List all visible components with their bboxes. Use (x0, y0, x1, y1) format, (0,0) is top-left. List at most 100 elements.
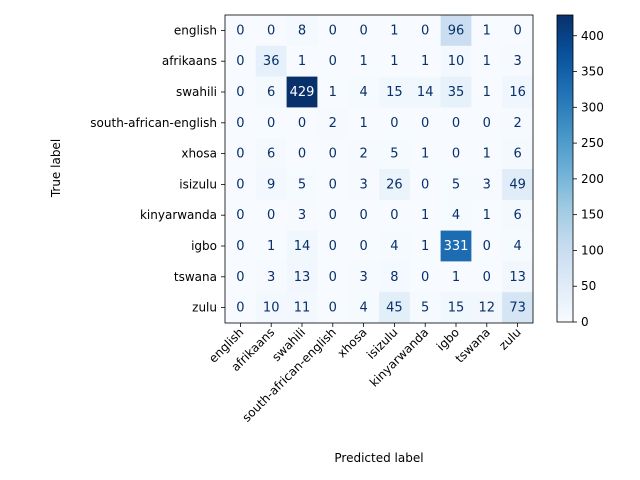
cell-value-label: 0 (359, 23, 367, 38)
cell-value-label: 0 (483, 270, 491, 285)
heatmap-cell (409, 169, 441, 201)
heatmap-cell (225, 261, 257, 293)
cell-value-label: 1 (359, 54, 367, 69)
heatmap-cell (225, 15, 257, 47)
heatmap-cell (348, 45, 380, 77)
heatmap-cell (379, 292, 411, 324)
heatmap-cell (379, 107, 411, 139)
colorbar-tick-label: 250 (581, 136, 604, 150)
y-axis-ticks: english afrikaans swahili south-african-eng… (90, 23, 225, 315)
heatmap-cell (317, 15, 349, 47)
y-tick-label: swahili (176, 85, 217, 99)
cell-value-label: 10 (448, 54, 465, 69)
heatmap-cell (409, 292, 441, 324)
colorbar-tick-label: 50 (581, 279, 596, 293)
heatmap-cell (317, 199, 349, 231)
y-tick-label: xhosa (181, 147, 217, 161)
heatmap-cell (348, 76, 380, 108)
heatmap-cell (255, 45, 287, 77)
cell-value-label: 0 (236, 147, 244, 162)
plot-frame (224, 14, 534, 324)
heatmap-cell (379, 138, 411, 170)
heatmap-cell (255, 199, 287, 231)
y-tick-label: afrikaans (162, 54, 217, 68)
cell-value-label: 4 (359, 301, 367, 316)
x-tick-label: xhosa (335, 325, 370, 360)
heatmap-cell (286, 169, 318, 201)
heatmap-cell (502, 292, 534, 324)
colorbar (556, 14, 574, 323)
cell-value-label: 1 (390, 23, 398, 38)
heatmap-cell (255, 138, 287, 170)
cell-value-label: 15 (386, 85, 403, 100)
heatmap-cell (440, 76, 472, 108)
heatmap-cell (440, 138, 472, 170)
cell-value-label: 2 (359, 147, 367, 162)
cell-value-label: 4 (359, 85, 367, 100)
cell-value-label: 16 (509, 85, 526, 100)
heatmap-cell (502, 169, 534, 201)
cell-value-label: 0 (421, 177, 429, 192)
heatmap-cell (286, 15, 318, 47)
heatmap-cell (409, 15, 441, 47)
cell-value-label: 1 (267, 239, 275, 254)
heatmap-cell (255, 107, 287, 139)
cell-value-label: 0 (483, 116, 491, 131)
heatmap-cell (286, 199, 318, 231)
cell-value-label: 35 (448, 85, 465, 100)
cell-value-label: 3 (513, 54, 521, 69)
heatmap-cell (440, 261, 472, 293)
heatmap-cell (225, 138, 257, 170)
heatmap-cell (286, 45, 318, 77)
cell-value-label: 1 (483, 23, 491, 38)
heatmap-cell (502, 199, 534, 231)
cell-value-label: 14 (294, 239, 311, 254)
heatmap-cell (317, 138, 349, 170)
heatmap-cell (255, 169, 287, 201)
heatmap-cells (225, 15, 534, 324)
heatmap-cell (348, 230, 380, 262)
heatmap-cell (502, 76, 534, 108)
cell-value-label: 73 (509, 301, 526, 316)
cell-value-label: 0 (359, 239, 367, 254)
heatmap-cell (440, 169, 472, 201)
heatmap-cell (471, 261, 503, 293)
cell-value-label: 2 (513, 116, 521, 131)
heatmap-cell (409, 107, 441, 139)
heatmap-cell (471, 107, 503, 139)
heatmap-cell (409, 199, 441, 231)
y-axis-label: True label (49, 139, 63, 198)
cell-value-label: 0 (236, 301, 244, 316)
cell-value-label: 3 (359, 270, 367, 285)
cell-value-label: 0 (298, 147, 306, 162)
cell-value-label: 0 (236, 208, 244, 223)
cell-value-label: 3 (298, 208, 306, 223)
y-tick-label: south-african-english (90, 116, 217, 130)
heatmap-cell (348, 138, 380, 170)
cell-value-label: 3 (483, 177, 491, 192)
heatmap-cell (255, 76, 287, 108)
cell-value-label: 0 (329, 239, 337, 254)
heatmap-cell (379, 230, 411, 262)
cell-value-label: 1 (452, 270, 460, 285)
heatmap-cell (255, 292, 287, 324)
heatmap-cell (317, 292, 349, 324)
heatmap-cell (255, 15, 287, 47)
heatmap-cell (255, 230, 287, 262)
heatmap-cell (471, 15, 503, 47)
cell-value-label: 0 (236, 23, 244, 38)
colorbar-tick-label: 400 (581, 29, 604, 43)
heatmap-cell (225, 169, 257, 201)
cell-value-label: 6 (513, 208, 521, 223)
cell-value-label: 0 (267, 23, 275, 38)
heatmap-cell (255, 261, 287, 293)
heatmap-cell (502, 261, 534, 293)
heatmap-cell (348, 107, 380, 139)
cell-value-label: 1 (483, 147, 491, 162)
cell-value-labels: 0 0 8 0 0 1 0 96 1 00 36 1 0 1 1 1 10 1 30 6 429 1 4 15 14 35 1 160… (236, 23, 526, 315)
cell-value-label: 6 (267, 85, 275, 100)
cell-value-label: 3 (267, 270, 275, 285)
heatmap-cell (502, 15, 534, 47)
cell-value-label: 0 (267, 208, 275, 223)
heatmap-cell (409, 230, 441, 262)
